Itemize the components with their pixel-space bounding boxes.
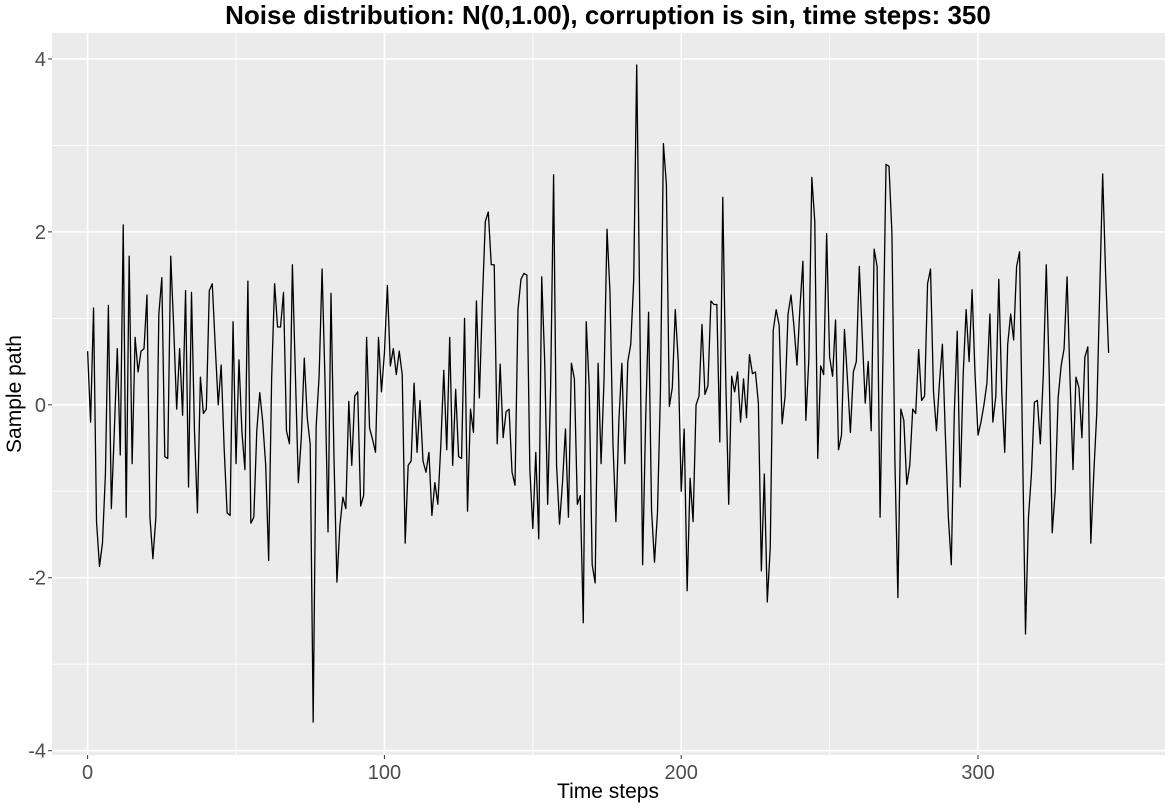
x-tick-label: 100 — [368, 762, 401, 784]
series-line — [86, 64, 1110, 723]
x-axis: 0 100 200 300 — [82, 755, 995, 784]
y-axis: -4 -2 0 2 4 — [28, 49, 52, 763]
y-tick-label: -4 — [28, 741, 46, 763]
x-tick-label: 300 — [961, 762, 994, 784]
x-tick-label: 0 — [82, 762, 93, 784]
y-tick-label: 2 — [35, 222, 46, 244]
grid-major — [52, 33, 1165, 755]
chart-title: Noise distribution: N(0,1.00), corruptio… — [225, 0, 991, 30]
x-tick-label: 200 — [665, 762, 698, 784]
y-tick-label: -2 — [28, 568, 46, 590]
x-axis-title: Time steps — [557, 780, 659, 803]
y-tick-label: 0 — [35, 395, 46, 417]
y-axis-title: Sample path — [3, 335, 26, 453]
y-tick-label: 4 — [35, 49, 46, 71]
grid-minor — [52, 33, 1165, 755]
